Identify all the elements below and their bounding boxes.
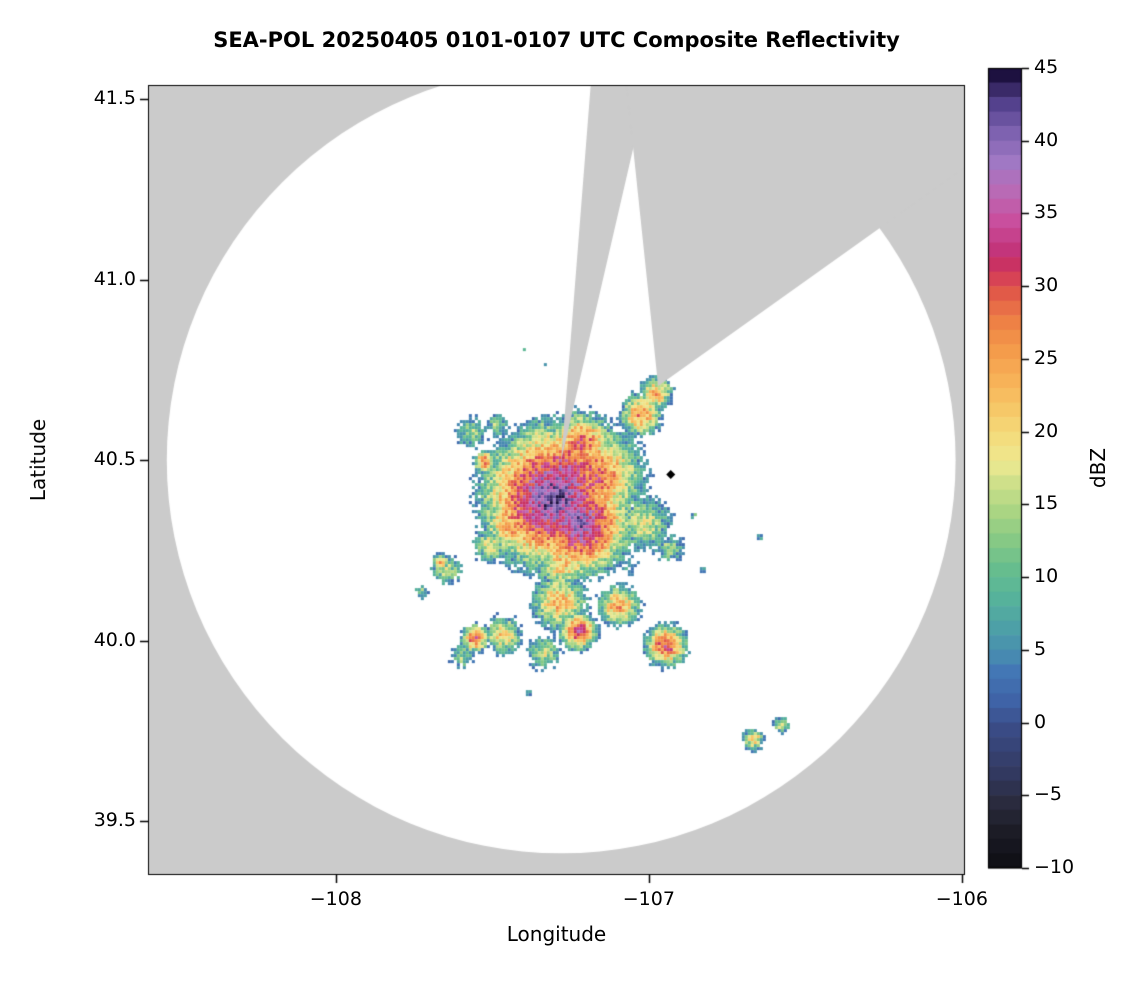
chart-title: SEA-POL 20250405 0101-0107 UTC Composite… (213, 28, 900, 52)
y-tick-label-0: 39.5 (93, 808, 136, 831)
colorbar-tick-label-3: 30 (1034, 274, 1059, 297)
colorbar-tick-label-10: −5 (1034, 783, 1063, 806)
x-tick-label-2: −106 (935, 888, 988, 910)
y-tick-label-4: 41.5 (93, 87, 136, 110)
y-tick-label-1: 40.0 (93, 628, 136, 651)
x-tick-label-0: −108 (309, 888, 362, 910)
y-tick-label-2: 40.5 (93, 448, 136, 471)
x-tick-label-1: −107 (622, 888, 675, 910)
colorbar-tick-label-2: 35 (1034, 201, 1059, 224)
colorbar-tick-label-0: 45 (1034, 56, 1059, 78)
colorbar-tick-label-11: −10 (1034, 856, 1075, 878)
x-axis-label: Longitude (506, 922, 607, 946)
colorbar-label: dBZ (1086, 447, 1110, 489)
colorbar-tick-label-4: 25 (1034, 346, 1059, 369)
colorbar-tick-label-1: 40 (1034, 128, 1059, 151)
y-axis-label: Latitude (26, 418, 50, 502)
colorbar-tick-label-9: 0 (1034, 710, 1047, 733)
colorbar-tick-label-5: 20 (1034, 419, 1059, 442)
y-tick-label-3: 41.0 (93, 267, 136, 290)
colorbar-tick-label-7: 10 (1034, 565, 1059, 588)
colorbar-tick-label-6: 15 (1034, 492, 1059, 515)
colorbar-tick-label-8: 5 (1034, 637, 1047, 660)
